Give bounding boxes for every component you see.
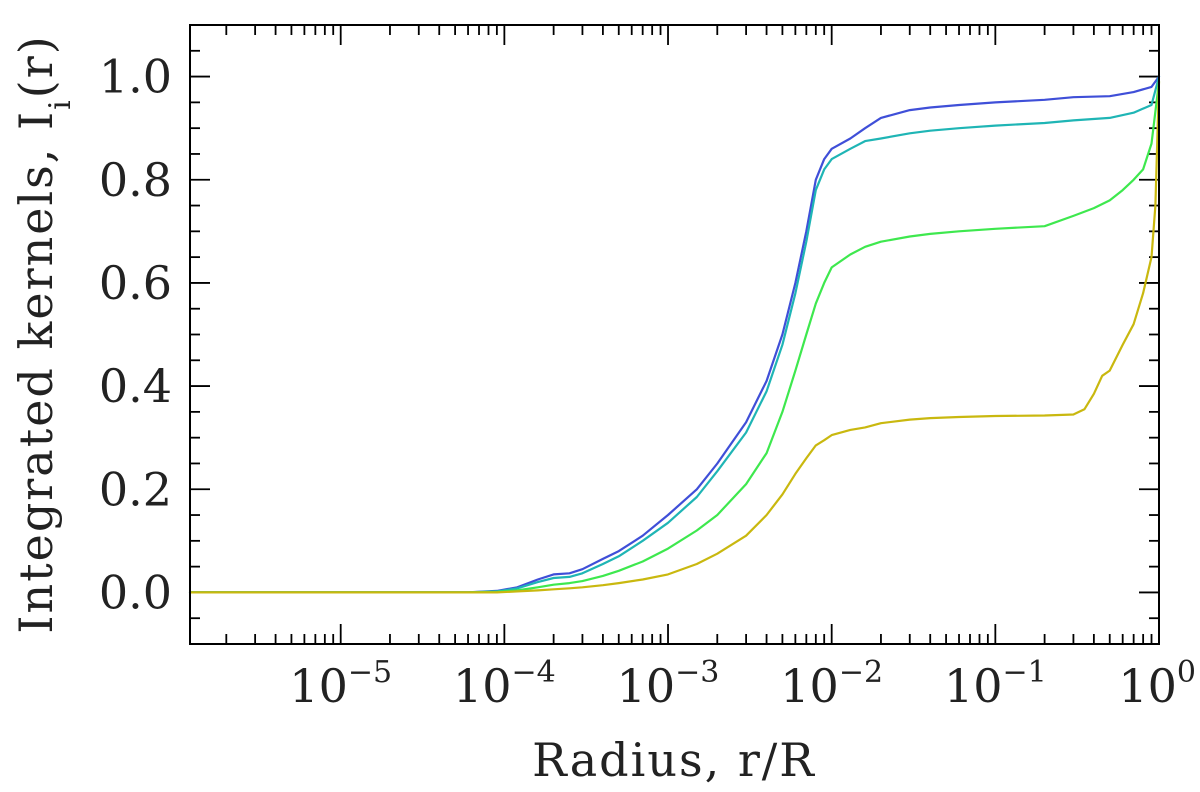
- x-tick-labels: 10−5 10−4 10−3 10−2 10−1 100: [289, 655, 1196, 713]
- x-tick-label: 10−3: [617, 655, 720, 713]
- x-tick-base: 10: [289, 659, 348, 713]
- y-tick-label: 0.2: [99, 462, 172, 516]
- x-tick-exponent: −2: [839, 655, 883, 690]
- series-layer: [188, 75, 1161, 594]
- y-tick-label: 1.0: [99, 50, 172, 104]
- x-tick-exponent: 0: [1177, 655, 1196, 690]
- x-tick-exponent: −4: [512, 655, 556, 690]
- series-line-4: [188, 80, 1161, 594]
- y-tick-labels: 0.0 0.2 0.4 0.6 0.8 1.0: [99, 50, 172, 620]
- y-tick-label: 0.4: [99, 359, 172, 413]
- x-tick-label: 100: [1118, 655, 1196, 713]
- x-tick-base: 10: [617, 659, 676, 713]
- x-tick-label: 10−2: [780, 655, 883, 713]
- x-tick-label: 10−1: [944, 655, 1047, 713]
- x-tick-base: 10: [944, 659, 1003, 713]
- x-axis-label: Radius, r/R: [532, 733, 816, 787]
- y-axis-label-main: Integrated kernels, I: [9, 110, 63, 634]
- y-tick-label: 0.0: [99, 565, 172, 619]
- ticks-layer: [190, 24, 1160, 645]
- y-axis-label-sub: i: [43, 98, 78, 110]
- x-tick-base: 10: [780, 659, 839, 713]
- x-tick-exponent: −1: [1002, 655, 1046, 690]
- x-tick-exponent: −3: [675, 655, 719, 690]
- series-line-2: [188, 75, 1161, 594]
- x-tick-base: 10: [453, 659, 512, 713]
- y-tick-label: 0.6: [99, 256, 172, 310]
- x-tick-label: 10−4: [453, 655, 556, 713]
- x-tick-label: 10−5: [289, 655, 392, 713]
- plot-frame: [189, 24, 1160, 645]
- series-line-3: [188, 80, 1161, 594]
- series-line-1: [188, 75, 1161, 594]
- x-tick-base: 10: [1118, 659, 1177, 713]
- x-tick-exponent: −5: [348, 655, 392, 690]
- y-axis-label-tail: (r): [9, 34, 63, 98]
- y-axis-label: Integrated kernels, Ii(r): [9, 34, 78, 633]
- y-tick-label: 0.8: [99, 153, 172, 207]
